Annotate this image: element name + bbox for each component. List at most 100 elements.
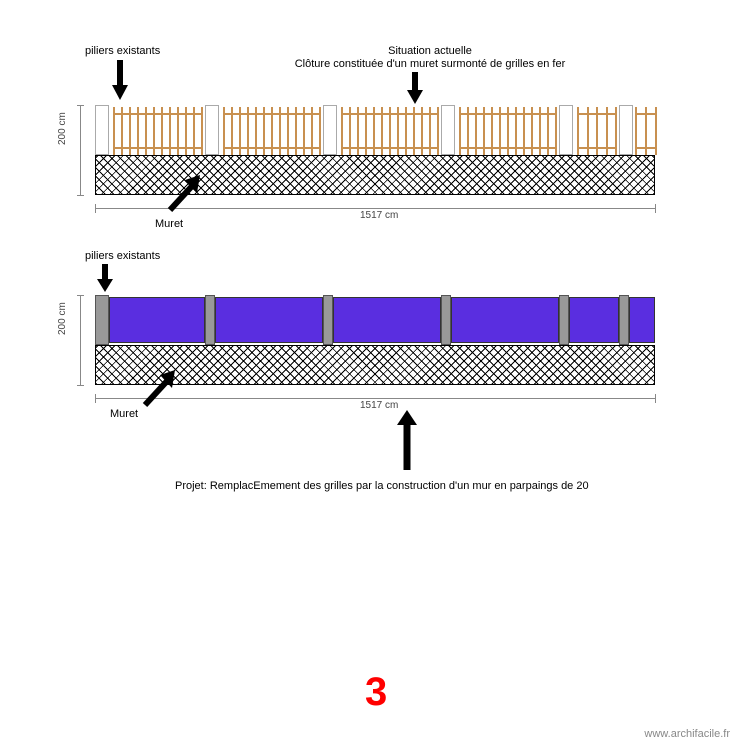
wall-panel [109, 297, 205, 343]
fence-bar [239, 107, 241, 155]
fence-bar [177, 107, 179, 155]
fence-bar [145, 107, 147, 155]
fence-bar [231, 107, 233, 155]
fence-bar [459, 107, 461, 155]
fence-bar [193, 107, 195, 155]
fence-bar [421, 107, 423, 155]
top-muret-label: Muret [155, 218, 183, 230]
bottom-pillars-label: piliers existants [85, 250, 160, 262]
fence-bar [397, 107, 399, 155]
bot-hdim-t1 [77, 295, 84, 296]
top-pillar [205, 105, 219, 155]
wall-pillar [441, 295, 451, 345]
fence-bar [263, 107, 265, 155]
fence-bar [349, 107, 351, 155]
fence-bar [531, 107, 533, 155]
fence-bar [185, 107, 187, 155]
arrow-diag-muret-bottom [140, 370, 180, 415]
page-number: 3 [365, 670, 387, 715]
fence-bar [161, 107, 163, 155]
bot-wdim-t1 [95, 394, 96, 403]
wall-panel [333, 297, 441, 343]
top-width-dim: 1517 cm [360, 210, 398, 221]
fence-bar [491, 107, 493, 155]
fence-bar [357, 107, 359, 155]
wall-pillar [619, 295, 629, 345]
top-pillar [559, 105, 573, 155]
wall-panel [629, 297, 655, 343]
fence-bar [635, 107, 637, 155]
top-hdim-t2 [77, 195, 84, 196]
fence-bar [429, 107, 431, 155]
fence-bar [201, 107, 203, 155]
fence-bar [606, 107, 608, 155]
top-pillar [441, 105, 455, 155]
wall-pillar [559, 295, 569, 345]
fence-bar [223, 107, 225, 155]
wall-pillar [323, 295, 333, 345]
fence-bar [319, 107, 321, 155]
fence-bar [587, 107, 589, 155]
fence-bar [655, 107, 657, 155]
fence-bar [555, 107, 557, 155]
fence-bar [515, 107, 517, 155]
wall-pillar [205, 295, 215, 345]
wall-panel [569, 297, 619, 343]
fence-bar [596, 107, 598, 155]
fence-bar [373, 107, 375, 155]
fence-bar [577, 107, 579, 155]
fence-bar [153, 107, 155, 155]
top-hdim-line [80, 105, 81, 195]
top-title-2: Clôture constituée d'un muret surmonté d… [260, 58, 600, 70]
fence-bar [271, 107, 273, 155]
arrow-down-pillar-bottom [95, 264, 115, 297]
fence-bar [279, 107, 281, 155]
fence-bar [539, 107, 541, 155]
bottom-height-dim: 200 cm [57, 285, 68, 335]
fence-bar [311, 107, 313, 155]
fence-bar [295, 107, 297, 155]
fence-rail [113, 147, 201, 149]
wall-panel [451, 297, 559, 343]
fence-bar [113, 107, 115, 155]
top-hdim-t1 [77, 105, 84, 106]
top-height-dim: 200 cm [57, 95, 68, 145]
fence-bar [645, 107, 647, 155]
top-fence-container [95, 105, 655, 155]
arrow-down-title-top [405, 72, 425, 109]
arrow-diag-muret-top [165, 175, 205, 220]
fence-bar [255, 107, 257, 155]
fence-bar [483, 107, 485, 155]
top-wdim-t1 [95, 204, 96, 213]
fence-bar [247, 107, 249, 155]
bot-wdim-t2 [655, 394, 656, 403]
fence-bar [341, 107, 343, 155]
top-pillar [95, 105, 109, 155]
fence-bar [437, 107, 439, 155]
fence-bar [303, 107, 305, 155]
fence-rail [113, 113, 201, 115]
top-title-1: Situation actuelle [300, 45, 560, 57]
fence-bar [365, 107, 367, 155]
fence-bar [389, 107, 391, 155]
arrow-down-pillar-top [110, 60, 130, 105]
fence-bar [507, 107, 509, 155]
fence-bar [121, 107, 123, 155]
fence-bar [287, 107, 289, 155]
fence-bar [475, 107, 477, 155]
top-wdim-t2 [655, 204, 656, 213]
bot-hdim-line [80, 295, 81, 385]
fence-bar [169, 107, 171, 155]
fence-bar [381, 107, 383, 155]
arrow-up-project [395, 410, 419, 475]
top-pillar [323, 105, 337, 155]
fence-bar [137, 107, 139, 155]
fence-bar [547, 107, 549, 155]
wall-pillar [95, 295, 109, 345]
project-text: Projet: RemplacEmement des grilles par l… [175, 480, 655, 492]
fence-bar [405, 107, 407, 155]
wall-panel [215, 297, 323, 343]
fence-bar [413, 107, 415, 155]
bottom-wall-container [95, 295, 655, 345]
fence-bar [499, 107, 501, 155]
